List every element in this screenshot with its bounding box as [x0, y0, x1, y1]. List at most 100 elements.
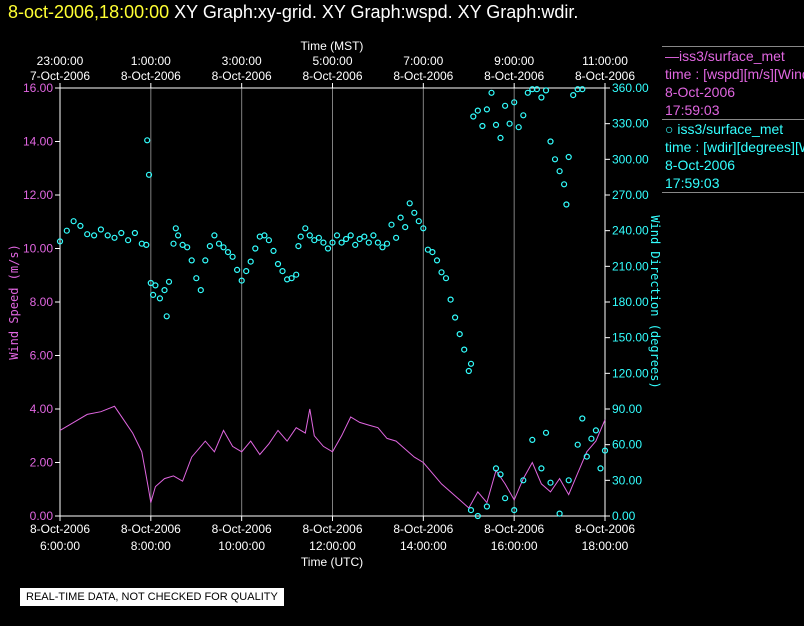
wind-direction-point — [563, 201, 570, 208]
wind-direction-point — [311, 237, 318, 244]
x-tick-date: 8-Oct-2006 — [393, 522, 453, 536]
wind-direction-point — [452, 314, 459, 321]
legend-divider — [662, 119, 804, 120]
x-tick-time: 10:00:00 — [218, 539, 265, 553]
y-right-tick-label: 0.00 — [612, 509, 636, 523]
wind-direction-point — [388, 221, 395, 228]
wind-direction-point — [111, 234, 118, 241]
wind-direction-point — [175, 232, 182, 239]
wind-direction-point — [315, 234, 322, 241]
wind-direction-point — [361, 233, 368, 240]
wind-direction-point — [77, 222, 84, 229]
y-right-tick-label: 90.00 — [612, 402, 642, 416]
wind-direction-point — [156, 295, 163, 302]
wind-direction-point — [270, 247, 277, 254]
y-right-tick-label: 30.00 — [612, 473, 642, 487]
xlabel-top: Time (MST) — [301, 39, 364, 53]
x-top-tick-time: 5:00:00 — [312, 54, 352, 68]
wind-direction-point — [131, 229, 138, 237]
wind-direction-point — [411, 209, 418, 216]
wind-direction-points — [56, 86, 609, 520]
wind-direction-point — [551, 156, 559, 163]
wind-direction-point — [542, 429, 550, 436]
wind-direction-point — [588, 435, 595, 442]
wind-direction-point — [415, 218, 422, 225]
x-top-tick-date: 8-Oct-2006 — [121, 69, 181, 83]
x-top-tick-date: 7-Oct-2006 — [30, 69, 90, 83]
y-right-tick-label: 270.00 — [612, 188, 649, 202]
wind-direction-point — [343, 235, 350, 243]
wind-direction-point — [474, 107, 481, 114]
x-top-tick-date: 8-Oct-2006 — [212, 69, 272, 83]
wind-direction-point — [163, 313, 170, 320]
x-tick-date: 8-Oct-2006 — [484, 522, 544, 536]
wind-direction-point — [424, 246, 431, 253]
wind-direction-point — [542, 87, 550, 94]
wind-direction-point — [165, 278, 173, 285]
x-tick-time: 16:00:00 — [491, 539, 538, 553]
wind-direction-point — [356, 235, 363, 243]
right-axis: 0.00 30.00 60.00 90.00 120.00 150.00 180.00 210… — [605, 81, 649, 523]
wind-direction-point — [556, 168, 563, 175]
x-tick-time: 8:00:00 — [131, 539, 171, 553]
wind-direction-point — [597, 465, 604, 472]
wind-direction-point — [374, 239, 381, 246]
y-right-tick-label: 360.00 — [612, 81, 649, 95]
header-title: 8-oct-2006,18:00:00 XY Graph:xy-grid. XY… — [8, 2, 578, 23]
y-right-tick-label: 330.00 — [612, 117, 649, 131]
y-left-tick-label: 0.00 — [30, 509, 54, 523]
left-axis: 0.00 2.00 4.00 6.00 8.00 10.00 12.00 14.00 16.00 — [23, 81, 60, 523]
legend-wdir-time: 17:59:03 — [665, 175, 720, 191]
y-right-tick-label: 210.00 — [612, 259, 649, 273]
wind-direction-point — [306, 232, 313, 239]
wind-direction-point — [560, 181, 568, 188]
wind-direction-point — [274, 260, 282, 268]
wind-direction-point — [502, 102, 509, 109]
wind-direction-point — [265, 237, 272, 244]
x-top-tick-time: 9:00:00 — [494, 54, 534, 68]
legend: —iss3/surface_met time : [wspd][m/s][Win… — [662, 46, 804, 193]
y-left-tick-label: 14.00 — [23, 135, 53, 149]
wind-direction-point — [511, 99, 518, 106]
wind-direction-point — [243, 268, 250, 275]
x-top-tick-time: 7:00:00 — [403, 54, 443, 68]
wind-direction-point — [520, 112, 527, 119]
wind-direction-point — [179, 241, 186, 248]
wind-direction-point — [479, 122, 486, 130]
legend-wdir-name: ○ iss3/surface_met — [665, 121, 784, 137]
legend-wspd-name: —iss3/surface_met — [665, 48, 785, 64]
wind-direction-point — [592, 427, 600, 434]
legend-wspd-var: time : [wspd][m/s][Wind Speed] — [665, 66, 804, 82]
y-right-tick-label: 300.00 — [612, 152, 649, 166]
wind-direction-point — [206, 243, 213, 250]
wind-direction-point — [492, 121, 500, 129]
wind-direction-point — [220, 244, 227, 251]
y-right-tick-label: 60.00 — [612, 438, 642, 452]
wind-direction-point — [538, 94, 545, 101]
x-tick-date: 8-Oct-2006 — [212, 522, 272, 536]
x-top-tick-time: 1:00:00 — [131, 54, 171, 68]
x-top-tick-date: 8-Oct-2006 — [393, 69, 453, 83]
wind-direction-point — [456, 331, 463, 338]
wind-direction-point — [483, 106, 490, 113]
wind-direction-point — [506, 120, 513, 127]
wind-direction-point — [515, 124, 522, 131]
wind-direction-point — [247, 258, 254, 265]
wind-direction-point — [579, 415, 586, 422]
wind-direction-point — [467, 360, 475, 367]
wind-direction-point — [565, 477, 572, 484]
wind-direction-point — [295, 243, 302, 250]
wind-direction-point — [184, 244, 191, 251]
legend-divider — [662, 46, 804, 47]
wind-direction-point — [202, 257, 209, 264]
wind-direction-point — [70, 218, 77, 225]
wind-direction-point — [118, 229, 125, 237]
wind-direction-point — [104, 232, 111, 239]
wind-direction-point — [229, 253, 236, 260]
wind-direction-point — [352, 241, 359, 248]
x-top-tick-date: 8-Oct-2006 — [484, 69, 544, 83]
wind-direction-point — [556, 510, 563, 517]
x-tick-time: 12:00:00 — [309, 539, 356, 553]
wind-direction-point — [147, 279, 154, 287]
wind-direction-point — [172, 225, 179, 232]
